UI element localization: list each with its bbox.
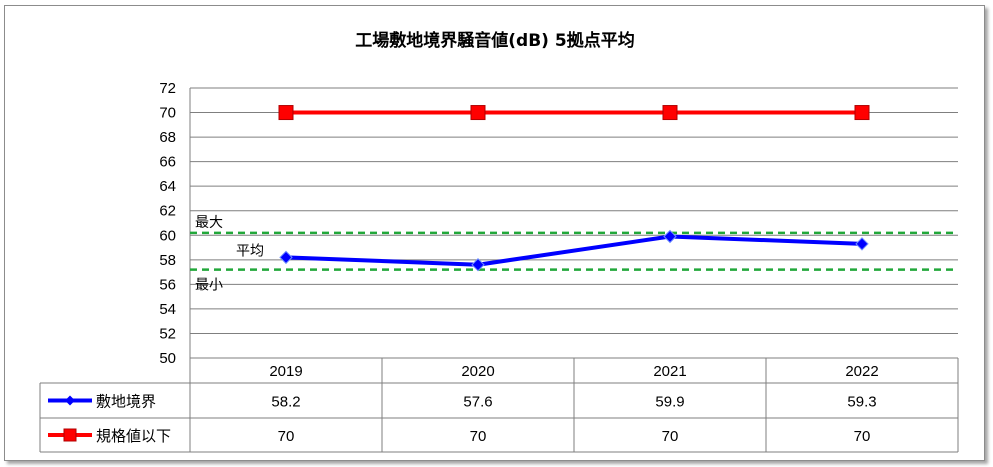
data-point (855, 237, 869, 251)
legend-marker (65, 395, 75, 406)
legend-label: 規格値以下 (96, 427, 171, 445)
series-group: 平均 (236, 105, 870, 272)
y-tick-label: 58 (159, 252, 176, 269)
y-tick-label: 52 (159, 325, 176, 342)
y-tick-label: 68 (159, 129, 176, 146)
legend-label: 敷地境界 (96, 393, 156, 411)
table-cell: 70 (278, 428, 295, 445)
y-tick-label: 50 (159, 350, 176, 367)
x-tick-label: 2021 (653, 363, 686, 380)
y-tick-label: 70 (159, 105, 176, 122)
y-tick-label: 72 (159, 80, 176, 97)
legend-marker (63, 428, 77, 442)
table-cell: 70 (470, 428, 487, 445)
y-tick-label: 56 (159, 276, 176, 293)
y-tick-label: 62 (159, 203, 176, 220)
annotation-label: 平均 (236, 243, 264, 259)
data-point (854, 105, 870, 121)
x-tick-label: 2022 (845, 363, 878, 380)
reference-label: 最小 (195, 278, 223, 294)
chart-frame: 工場敷地境界騒音値(dB) 5拠点平均 50 52 54 56 58 60 62 64 66 68… (4, 5, 985, 461)
y-tick-label: 54 (159, 301, 176, 318)
table-cell: 70 (662, 428, 679, 445)
data-table: 2019 2020 2021 2022 敷地境界 58.2 57.6 59.9 59.3 規格値以… (39, 357, 959, 453)
table-cell: 70 (854, 428, 871, 445)
chart-title: 工場敷地境界騒音値(dB) 5拠点平均 (355, 30, 634, 51)
data-point (278, 105, 294, 121)
y-axis-ticks: 50 52 54 56 58 60 62 64 66 68 70 72 (159, 80, 176, 367)
noise-chart: 工場敷地境界騒音値(dB) 5拠点平均 50 52 54 56 58 60 62 64 66 68… (39, 30, 959, 453)
table-cell: 59.3 (847, 394, 876, 411)
x-tick-label: 2020 (461, 363, 494, 380)
data-point (662, 105, 678, 121)
data-point (471, 258, 485, 272)
data-point (470, 105, 486, 121)
table-cell: 59.9 (655, 394, 684, 411)
reference-label: 最大 (195, 215, 223, 231)
series-line (285, 234, 863, 267)
y-tick-label: 66 (159, 154, 176, 171)
table-cell: 57.6 (463, 394, 492, 411)
grid-lines (189, 87, 958, 359)
table-cell: 58.2 (271, 394, 300, 411)
data-point (663, 229, 677, 244)
y-tick-label: 60 (159, 227, 176, 244)
y-tick-label: 64 (159, 178, 176, 195)
data-point (279, 250, 293, 265)
x-tick-label: 2019 (269, 363, 302, 380)
